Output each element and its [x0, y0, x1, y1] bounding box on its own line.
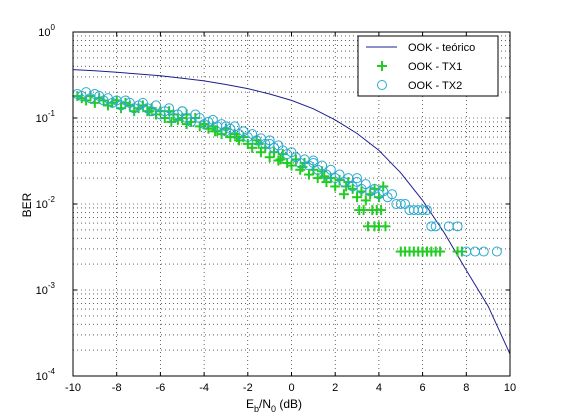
tx2-point — [491, 246, 502, 257]
x-tick-label: 8 — [463, 382, 469, 394]
x-tick-label: 2 — [332, 382, 338, 394]
y-axis-label: BER — [20, 192, 34, 217]
tx2-point — [185, 116, 196, 127]
tx2-point — [387, 189, 398, 200]
y-tick-label: 10-2 — [36, 195, 56, 211]
tx2-point — [264, 135, 275, 146]
tx2-point — [264, 138, 275, 149]
tx1-point — [253, 138, 264, 149]
y-tick-label: 10-3 — [36, 281, 56, 297]
tx1-point — [255, 147, 266, 158]
tx1-point — [144, 106, 155, 117]
tx1-point — [376, 205, 387, 216]
tx2-point — [177, 106, 188, 117]
y-tick-label: 100 — [38, 23, 55, 39]
tx2-point — [203, 116, 214, 127]
tx2-point — [417, 205, 428, 216]
tx1-point — [286, 160, 297, 171]
y-tick-label: 10-4 — [36, 367, 56, 383]
tx1-point — [435, 246, 446, 257]
tx1-point — [210, 126, 221, 137]
tx2-points-layer — [72, 87, 502, 257]
tx2-point — [308, 155, 319, 166]
tx2-point — [352, 173, 363, 184]
tx1-point — [319, 171, 330, 182]
x-tick-label: 10 — [504, 382, 516, 394]
tx1-point — [354, 205, 365, 216]
tx2-point — [395, 199, 406, 209]
legend: OOK - teórico OOK - TX1 OOK - TX2 — [357, 35, 499, 97]
tx1-point — [275, 154, 286, 165]
x-tick-labels: -10 -8 -6 -4 -2 0 2 4 6 8 10 — [65, 382, 516, 394]
tx2-point — [164, 103, 175, 114]
tx1-point — [273, 155, 284, 166]
tx1-point — [369, 221, 380, 232]
tx2-point — [282, 149, 293, 160]
tx1-point — [231, 132, 242, 143]
tx2-point — [421, 205, 432, 216]
tx1-point — [360, 195, 371, 206]
x-tick-label: -4 — [199, 382, 209, 394]
tx2-point — [220, 121, 231, 132]
x-tick-label: -8 — [112, 382, 122, 394]
tx1-point — [264, 152, 275, 163]
tx1-point — [380, 221, 391, 232]
tx2-point — [334, 169, 345, 180]
legend-label-tx2: OOK - TX2 — [408, 80, 462, 92]
y-tick-labels: 100 10-1 10-2 10-3 10-4 — [36, 23, 56, 383]
tx2-point — [430, 221, 441, 232]
x-tick-label: 0 — [288, 382, 294, 394]
tx1-point — [347, 183, 358, 194]
tx1-point — [352, 192, 363, 203]
tx2-point — [151, 100, 162, 111]
x-tick-label: -2 — [243, 382, 253, 394]
tx1-point — [312, 173, 323, 184]
legend-label-tx1: OOK - TX1 — [408, 61, 462, 73]
tx1-point — [338, 189, 349, 200]
x-axis-label: Eb/N0 (dB) — [246, 397, 302, 414]
tx2-point — [478, 246, 489, 257]
tx2-point — [251, 135, 262, 146]
tx2-point — [89, 89, 100, 100]
tx2-point — [360, 179, 371, 190]
legend-label-theory: OOK - teórico — [408, 42, 475, 54]
tx2-point — [308, 157, 319, 168]
tx2-point — [452, 221, 463, 232]
tx2-point — [426, 221, 437, 232]
tx1-point — [356, 186, 367, 197]
tx2-point — [325, 164, 336, 175]
x-tick-label: -10 — [65, 382, 81, 394]
x-tick-label: 4 — [376, 382, 382, 394]
ticks — [72, 31, 511, 377]
legend-marker-tx1 — [377, 61, 387, 71]
tx1-point — [330, 181, 341, 192]
legend-marker-tx2 — [377, 80, 387, 90]
y-tick-label: 10-1 — [36, 109, 56, 125]
x-tick-label: 6 — [420, 382, 426, 394]
tx1-point — [303, 169, 314, 180]
tx1-point — [247, 142, 258, 153]
x-tick-label: -6 — [156, 382, 166, 394]
